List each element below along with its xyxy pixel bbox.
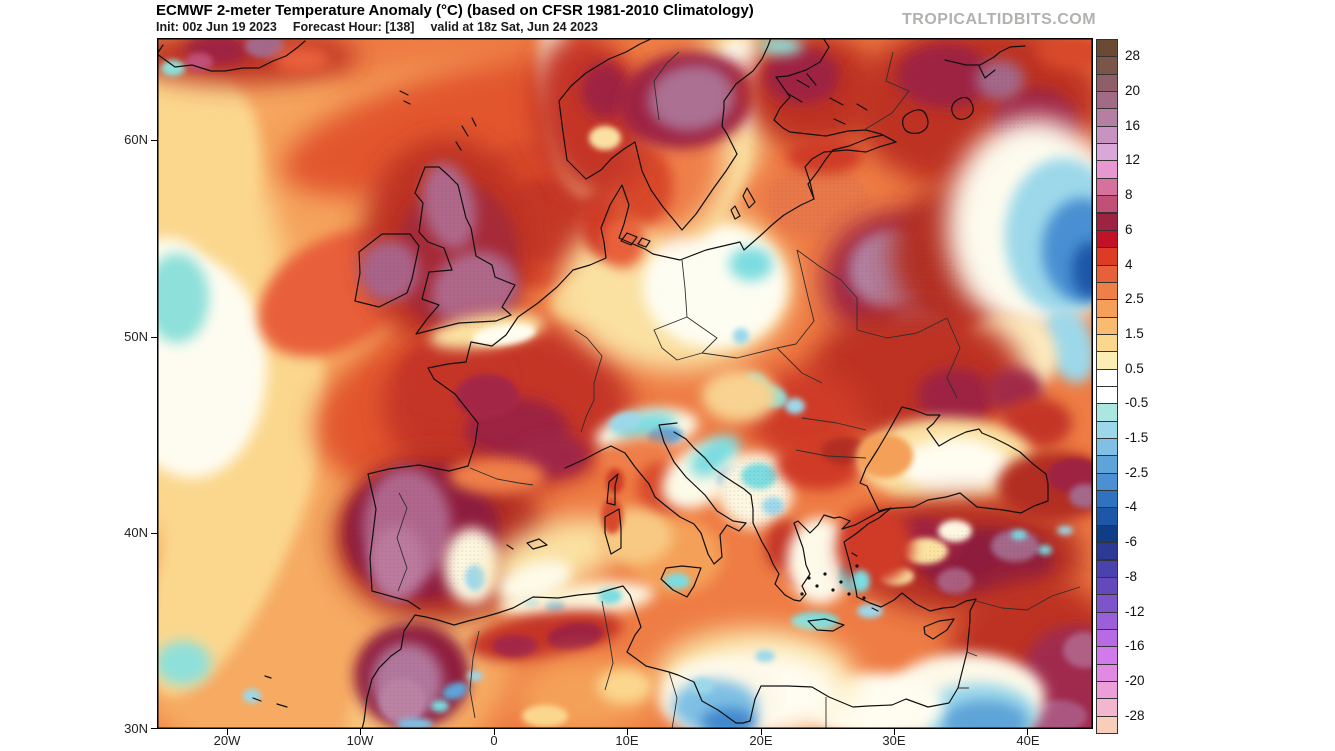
colorbar-segment [1096,143,1118,162]
map-frame-border [157,38,1093,729]
coastline-layer [157,38,1049,729]
colorbar-label: 0.5 [1125,360,1144,376]
colorbar [1096,39,1118,734]
colorbar-segment [1096,680,1118,700]
lon-label-0: 0 [490,733,498,748]
colorbar-label: -16 [1125,638,1145,654]
temperature-anomaly-map [157,38,1093,729]
lon-label-30e: 30E [882,733,906,748]
colorbar-segment [1096,73,1118,93]
colorbar-segment [1096,351,1118,370]
colorbar-segment [1096,438,1118,457]
lon-tick [894,729,895,735]
country-border-layer [396,51,1081,729]
colorbar-segment [1096,507,1118,526]
colorbar-segment [1096,247,1118,266]
map-subtitle: Init: 00z Jun 19 2023 Forecast Hour: [138… [156,20,614,34]
lon-tick [1027,729,1028,735]
lon-label-10e: 10E [615,733,639,748]
colorbar-segment [1096,281,1118,301]
colorbar-segment [1096,576,1118,596]
colorbar-segment [1096,91,1118,110]
colorbar-segment [1096,177,1118,197]
colorbar-label: -4 [1125,499,1138,515]
lon-label-10w: 10W [346,733,374,748]
colorbar-label: -12 [1125,603,1145,619]
lat-tick [151,140,157,141]
lon-tick [494,729,495,735]
colorbar-label: 2.5 [1125,291,1144,307]
lat-tick [151,337,157,338]
colorbar-segment [1096,160,1118,179]
colorbar-segment [1096,56,1118,75]
colorbar-segment [1096,663,1118,682]
small-islands-layer [800,564,866,600]
lat-tick [151,728,157,729]
colorbar-segment [1096,125,1118,145]
lon-label-20e: 20E [749,733,773,748]
colorbar-segment [1096,524,1118,544]
colorbar-segment [1096,229,1118,249]
colorbar-segment [1096,715,1118,734]
weather-map-image [157,38,1093,729]
lat-label-50n: 50N [124,329,148,344]
colorbar-label: 16 [1125,117,1141,133]
lon-tick [627,729,628,735]
colorbar-segment [1096,195,1118,214]
colorbar-segment [1096,403,1118,422]
colorbar-segment [1096,542,1118,561]
colorbar-label: 6 [1125,221,1133,237]
map-title: ECMWF 2-meter Temperature Anomaly (°C) (… [156,2,754,19]
lat-tick [151,533,157,534]
colorbar-segment [1096,646,1118,665]
colorbar-segment [1096,472,1118,492]
lat-label-60n: 60N [124,132,148,147]
colorbar-label: -28 [1125,707,1145,723]
lat-label-30n: 30N [124,721,148,736]
colorbar-label: 1.5 [1125,325,1144,341]
colorbar-segment [1096,455,1118,474]
lon-label-40e: 40E [1016,733,1040,748]
colorbar-label: 8 [1125,187,1133,203]
forecast-hour: Forecast Hour: [138] [292,20,415,34]
init-time: Init: 00z Jun 19 2023 [156,20,277,34]
colorbar-segment [1096,108,1118,127]
colorbar-label: -0.5 [1125,395,1149,411]
colorbar-label: 28 [1125,48,1141,64]
valid-time: valid at 18z Sat, Jun 24 2023 [430,20,598,34]
colorbar-label: -8 [1125,568,1138,584]
lon-tick [227,729,228,735]
colorbar-segment [1096,368,1118,387]
colorbar-segment [1096,39,1118,58]
colorbar-segment [1096,490,1118,509]
colorbar-segment [1096,594,1118,613]
colorbar-segment [1096,299,1118,318]
colorbar-segment [1096,628,1118,648]
lon-label-20w: 20W [213,733,241,748]
colorbar-label: -2.5 [1125,464,1149,480]
colorbar-label: -20 [1125,672,1145,688]
watermark: TROPICALTIDBITS.COM [902,11,1097,28]
colorbar-label: 20 [1125,83,1141,99]
colorbar-segment [1096,212,1118,231]
colorbar-segment [1096,264,1118,283]
colorbar-segment [1096,611,1118,630]
colorbar-segment [1096,316,1118,335]
colorbar-label: 12 [1125,152,1141,168]
colorbar-segment [1096,420,1118,440]
colorbar-segment [1096,333,1118,353]
terrain-stipple-layer [349,53,1055,722]
colorbar-label: -1.5 [1125,430,1149,446]
colorbar-label: -6 [1125,534,1138,550]
colorbar-segment [1096,386,1118,405]
colorbar-label: 4 [1125,256,1133,272]
lon-tick [761,729,762,735]
colorbar-segment [1096,559,1118,578]
colorbar-segment [1096,698,1118,717]
lon-tick [360,729,361,735]
lat-label-40n: 40N [124,525,148,540]
